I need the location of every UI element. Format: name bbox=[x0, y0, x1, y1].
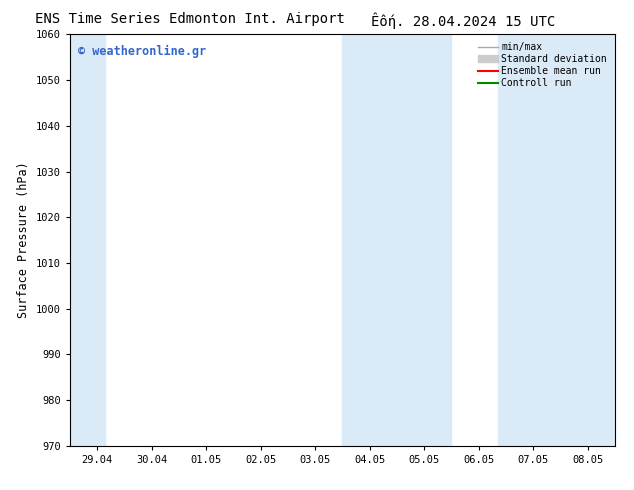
Bar bbox=[342, 34, 451, 446]
Text: © weatheronline.gr: © weatheronline.gr bbox=[78, 45, 206, 58]
Bar bbox=[498, 34, 615, 446]
Y-axis label: Surface Pressure (hPa): Surface Pressure (hPa) bbox=[17, 162, 30, 318]
Legend: min/max, Standard deviation, Ensemble mean run, Controll run: min/max, Standard deviation, Ensemble me… bbox=[476, 39, 610, 91]
Text: ENS Time Series Edmonton Int. Airport: ENS Time Series Edmonton Int. Airport bbox=[36, 12, 345, 26]
Bar bbox=[70, 34, 105, 446]
Text: Êôή. 28.04.2024 15 UTC: Êôή. 28.04.2024 15 UTC bbox=[371, 12, 555, 29]
